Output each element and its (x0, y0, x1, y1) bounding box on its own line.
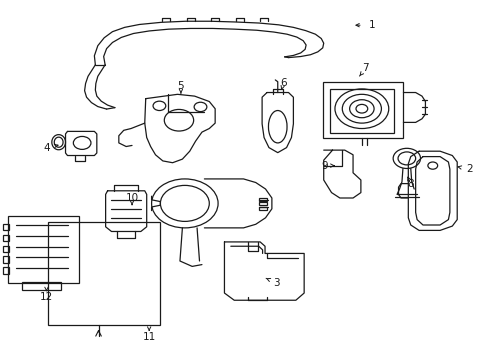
Bar (259, 198, 266, 201)
Bar (48, 222, 160, 325)
Bar (3, 267, 9, 274)
Bar (3, 235, 9, 241)
Text: 1: 1 (367, 20, 374, 30)
Bar (3, 246, 9, 252)
Text: 2: 2 (465, 164, 472, 174)
Bar (259, 207, 266, 210)
Bar (8, 216, 79, 283)
Text: 8: 8 (407, 179, 413, 189)
Bar (329, 89, 393, 133)
Bar (3, 256, 9, 263)
Bar (259, 202, 266, 205)
Text: 12: 12 (40, 292, 53, 302)
Bar (322, 82, 403, 138)
Text: 6: 6 (280, 78, 286, 88)
Text: 11: 11 (142, 332, 156, 342)
Text: 7: 7 (362, 63, 368, 73)
Text: 5: 5 (177, 81, 184, 91)
Text: 4: 4 (43, 143, 50, 153)
Text: 9: 9 (321, 161, 328, 171)
Text: 3: 3 (272, 278, 279, 288)
Bar (22, 282, 61, 290)
Text: 10: 10 (125, 193, 138, 203)
Bar (3, 224, 9, 230)
